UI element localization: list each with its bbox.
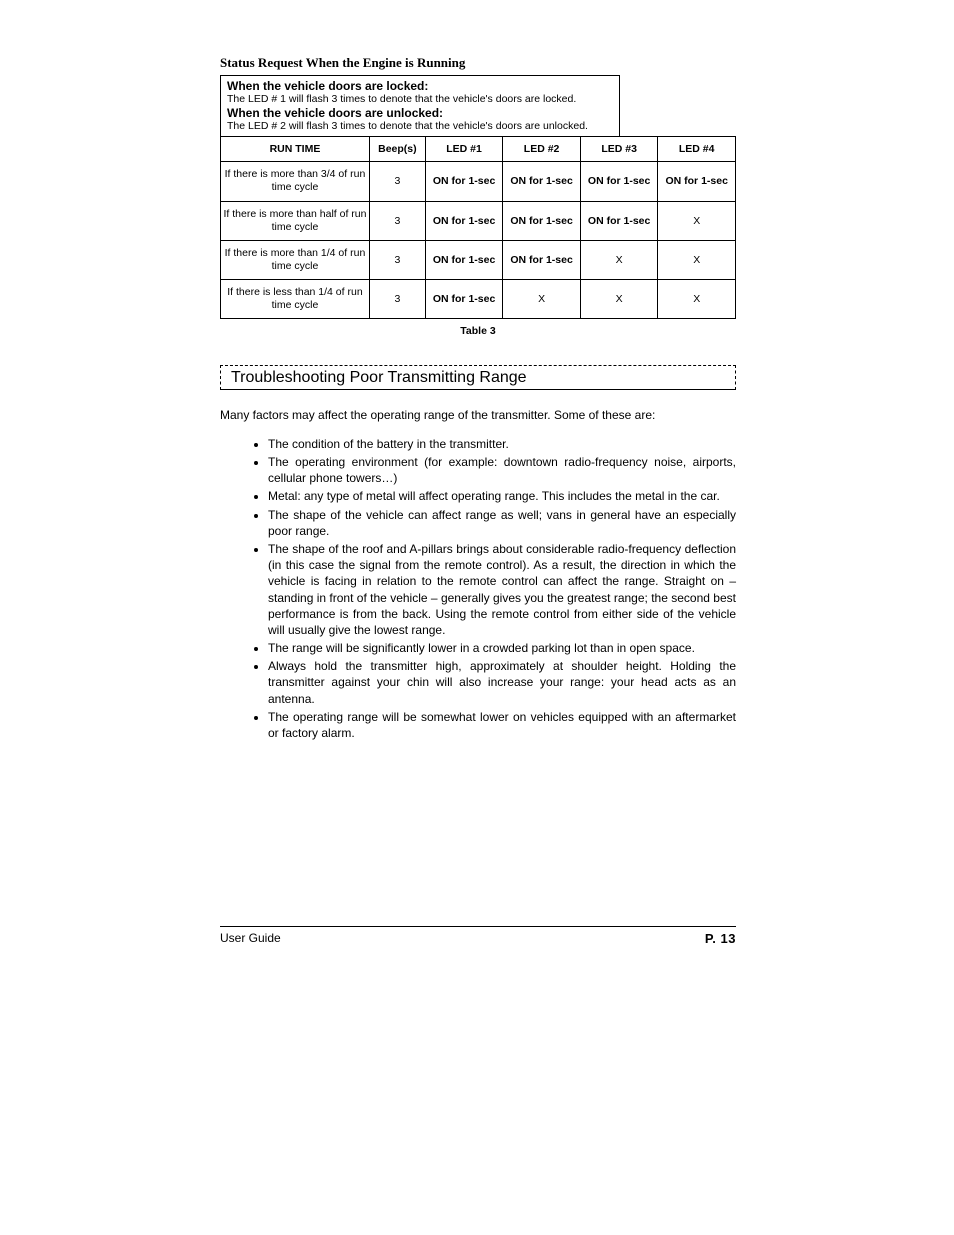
list-item: The shape of the vehicle can affect rang… — [268, 507, 736, 539]
th-beeps: Beep(s) — [369, 137, 425, 162]
locked-desc: The LED # 1 will flash 3 times to denote… — [227, 93, 613, 106]
cell-led3: X — [580, 280, 658, 319]
table-row: If there is more than 1/4 of run time cy… — [221, 240, 736, 279]
footer-left: User Guide — [220, 931, 281, 945]
led-table: RUN TIME Beep(s) LED #1 LED #2 LED #3 LE… — [220, 136, 736, 319]
unlocked-desc: The LED # 2 will flash 3 times to denote… — [227, 120, 613, 133]
table-caption: Table 3 — [220, 325, 736, 337]
cell-beeps: 3 — [369, 201, 425, 240]
cell-runtime: If there is less than 1/4 of run time cy… — [221, 280, 370, 319]
cell-led4: X — [658, 280, 736, 319]
cell-led4: X — [658, 240, 736, 279]
cell-led3: ON for 1-sec — [580, 201, 658, 240]
cell-led4: ON for 1-sec — [658, 162, 736, 201]
cell-led4: X — [658, 201, 736, 240]
page-footer: User Guide P. 13 — [220, 926, 736, 946]
factor-list: The condition of the battery in the tran… — [220, 436, 736, 741]
cell-runtime: If there is more than half of run time c… — [221, 201, 370, 240]
cell-beeps: 3 — [369, 162, 425, 201]
table-body: If there is more than 3/4 of run time cy… — [221, 162, 736, 319]
list-item: The condition of the battery in the tran… — [268, 436, 736, 452]
cell-beeps: 3 — [369, 240, 425, 279]
list-item: Metal: any type of metal will affect ope… — [268, 488, 736, 504]
cell-led1: ON for 1-sec — [425, 162, 503, 201]
list-item: The range will be significantly lower in… — [268, 640, 736, 656]
troubleshoot-heading: Troubleshooting Poor Transmitting Range — [231, 369, 527, 386]
cell-led1: ON for 1-sec — [425, 280, 503, 319]
troubleshoot-intro: Many factors may affect the operating ra… — [220, 408, 736, 424]
locked-title: When the vehicle doors are locked: — [227, 79, 613, 93]
unlocked-title: When the vehicle doors are unlocked: — [227, 106, 613, 120]
list-item: The shape of the roof and A-pillars brin… — [268, 541, 736, 638]
footer-page-number: P. 13 — [705, 931, 736, 946]
cell-led2: ON for 1-sec — [503, 201, 581, 240]
cell-led1: ON for 1-sec — [425, 240, 503, 279]
list-item: The operating range will be somewhat low… — [268, 709, 736, 741]
cell-runtime: If there is more than 1/4 of run time cy… — [221, 240, 370, 279]
info-box: When the vehicle doors are locked: The L… — [220, 75, 620, 137]
cell-led2: ON for 1-sec — [503, 240, 581, 279]
table-row: If there is more than 3/4 of run time cy… — [221, 162, 736, 201]
table-header-row: RUN TIME Beep(s) LED #1 LED #2 LED #3 LE… — [221, 137, 736, 162]
th-led4: LED #4 — [658, 137, 736, 162]
table-row: If there is more than half of run time c… — [221, 201, 736, 240]
cell-led3: X — [580, 240, 658, 279]
th-runtime: RUN TIME — [221, 137, 370, 162]
cell-led2: X — [503, 280, 581, 319]
page-content: Status Request When the Engine is Runnin… — [220, 55, 736, 743]
troubleshoot-heading-box: Troubleshooting Poor Transmitting Range — [220, 365, 736, 390]
th-led1: LED #1 — [425, 137, 503, 162]
list-item: Always hold the transmitter high, approx… — [268, 658, 736, 707]
section-heading: Status Request When the Engine is Runnin… — [220, 55, 736, 71]
th-led2: LED #2 — [503, 137, 581, 162]
cell-led2: ON for 1-sec — [503, 162, 581, 201]
cell-runtime: If there is more than 3/4 of run time cy… — [221, 162, 370, 201]
cell-led3: ON for 1-sec — [580, 162, 658, 201]
cell-led1: ON for 1-sec — [425, 201, 503, 240]
th-led3: LED #3 — [580, 137, 658, 162]
cell-beeps: 3 — [369, 280, 425, 319]
table-row: If there is less than 1/4 of run time cy… — [221, 280, 736, 319]
list-item: The operating environment (for example: … — [268, 454, 736, 486]
